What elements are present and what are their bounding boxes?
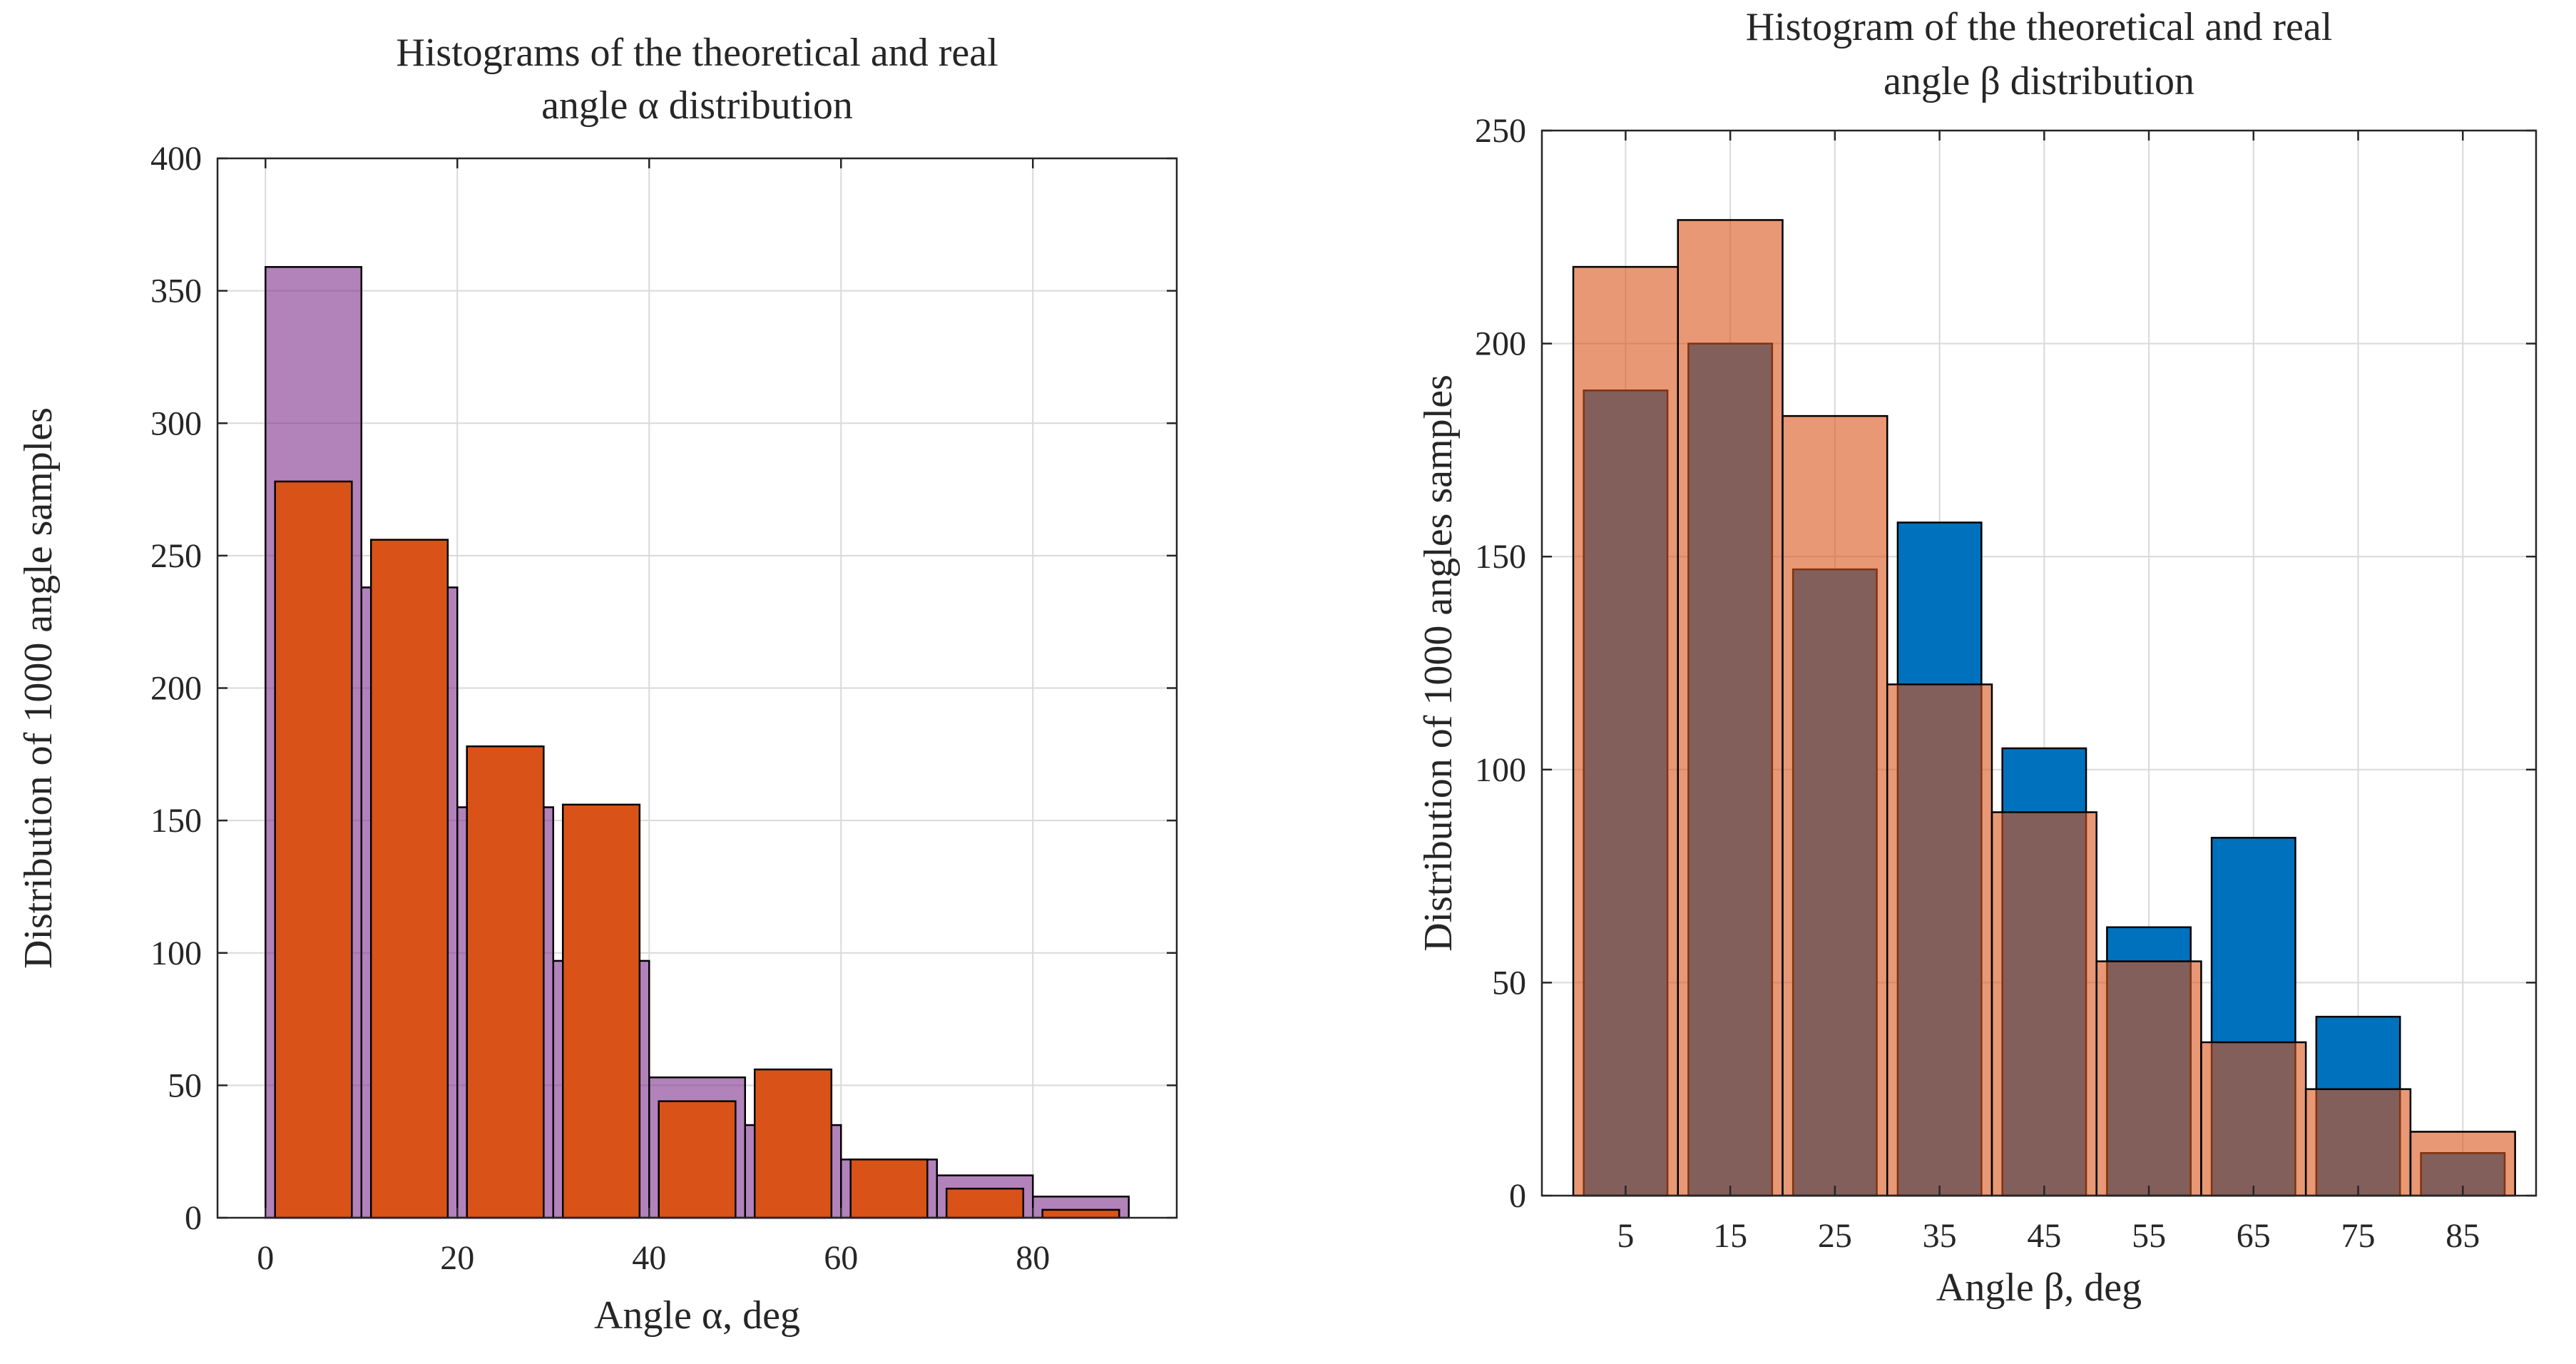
- chart-title-line-2: angle β distribution: [1884, 59, 2194, 103]
- bar: [945, 1187, 1025, 1219]
- chart-title-line-2: angle α distribution: [541, 83, 853, 128]
- chart-1: 0 20 40 60 80 0 50 100 150 200 250 300 350 400 Histogr…: [16, 31, 1178, 1338]
- y-tick-label: 250: [150, 537, 202, 575]
- y-tick-label: 350: [150, 273, 202, 310]
- bar: [658, 1100, 737, 1219]
- x-tick-label: 65: [2237, 1217, 2271, 1255]
- x-tick-label: 15: [1713, 1217, 1747, 1255]
- bar: [274, 480, 353, 1219]
- y-axis-label: Distribution of 1000 angle samples: [16, 407, 61, 969]
- x-tick-label: 20: [440, 1239, 474, 1277]
- y-tick-label: 100: [150, 935, 202, 972]
- x-tick-label: 80: [1016, 1239, 1050, 1277]
- chart-title-line-1: Histograms of the theoretical and real: [396, 31, 998, 75]
- bar: [2304, 1088, 2412, 1197]
- bar: [753, 1068, 833, 1219]
- x-tick-label: 55: [2132, 1217, 2166, 1255]
- axes-box: [1540, 129, 2537, 1197]
- x-tick-label: 5: [1617, 1217, 1634, 1255]
- x-tick-label: 75: [2341, 1217, 2376, 1255]
- bar: [2200, 1041, 2307, 1197]
- bar: [1990, 811, 2097, 1197]
- y-tick-label: 400: [150, 140, 202, 178]
- x-tick-label: 40: [632, 1239, 666, 1277]
- bar: [1782, 414, 1888, 1197]
- bar: [1886, 683, 1993, 1197]
- y-tick-label: 100: [1475, 751, 1526, 789]
- x-tick-label: 0: [257, 1239, 274, 1277]
- y-tick-label: 150: [1475, 538, 1526, 576]
- y-tick-label: 0: [185, 1199, 202, 1237]
- y-tick-label: 50: [168, 1067, 202, 1104]
- y-tick-label: 0: [1509, 1177, 1526, 1215]
- bar: [369, 539, 449, 1219]
- x-tick-label: 25: [1818, 1217, 1852, 1255]
- bar: [561, 803, 641, 1219]
- bar: [1677, 219, 1784, 1197]
- x-axis-label: Angle β, deg: [1936, 1266, 2142, 1310]
- chart-title-line-1: Histogram of the theoretical and real: [1746, 5, 2333, 49]
- y-tick-label: 250: [1475, 112, 1526, 150]
- y-tick-label: 300: [150, 404, 202, 442]
- y-tick-label: 150: [150, 802, 202, 840]
- bar: [466, 745, 545, 1219]
- series-2: [1572, 219, 2516, 1197]
- x-tick-label: 60: [824, 1239, 858, 1277]
- chart-2: 5 15 25 35 45 55 65 75 85 0 50 100 150 200 250 Histogra…: [1416, 5, 2537, 1310]
- x-tick-label: 85: [2445, 1217, 2480, 1255]
- y-tick-label: 50: [1492, 964, 1526, 1002]
- bar: [2095, 960, 2202, 1197]
- bar: [849, 1159, 929, 1219]
- bar: [1572, 265, 1680, 1197]
- x-tick-label: 35: [1923, 1217, 1957, 1255]
- y-tick-label: 200: [1475, 325, 1526, 363]
- x-axis-label: Angle α, deg: [594, 1293, 800, 1338]
- y-axis-label: Distribution of 1000 angles samples: [1416, 375, 1461, 952]
- x-tick-label: 45: [2027, 1217, 2061, 1255]
- y-tick-label: 200: [150, 670, 202, 708]
- bar: [1041, 1208, 1120, 1219]
